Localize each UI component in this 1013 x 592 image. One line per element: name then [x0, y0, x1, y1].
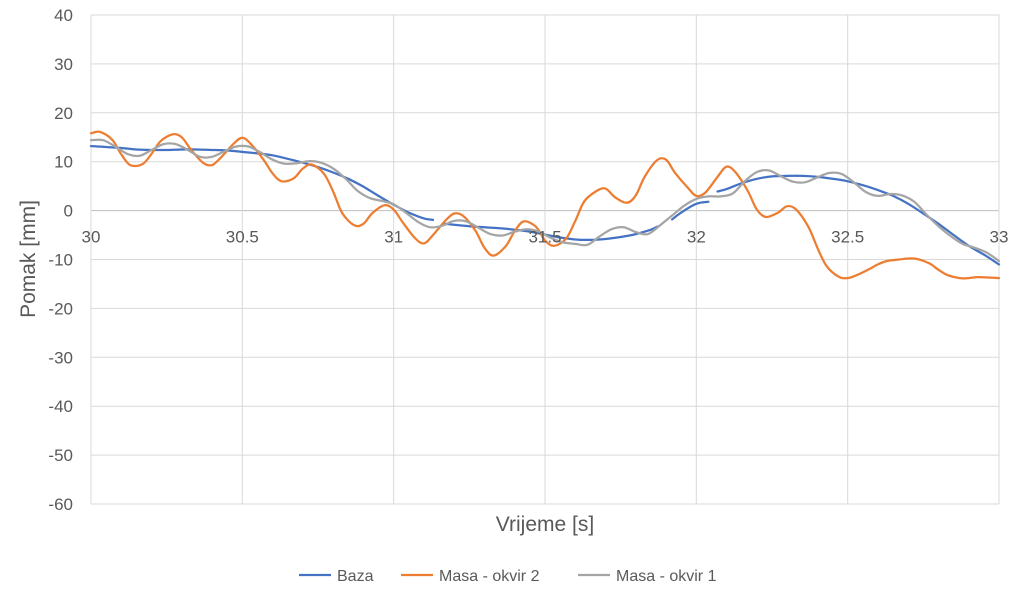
series-line [670, 200, 710, 221]
series-line [716, 174, 1001, 266]
x-tick-label: 31 [384, 228, 403, 247]
legend-item: Masa - okvir 1 [578, 568, 717, 585]
y-tick-label: 0 [64, 202, 73, 221]
x-tick-label: 30.5 [226, 228, 259, 247]
y-tick-label: 10 [54, 153, 73, 172]
series-masa-okvir-2 [89, 130, 1001, 280]
legend-item: Masa - okvir 2 [401, 568, 540, 585]
x-tick-label: 32.5 [831, 228, 864, 247]
x-tick-label: 33 [990, 228, 1009, 247]
legend-label: Masa - okvir 2 [439, 568, 540, 585]
y-tick-label: -30 [48, 348, 73, 367]
y-tick-label: -20 [48, 299, 73, 318]
series-line [89, 138, 1001, 263]
y-tick-label: -10 [48, 251, 73, 270]
series-lines [89, 130, 1001, 280]
y-tick-label: -60 [48, 495, 73, 514]
legend-item: Baza [299, 568, 374, 585]
y-tick-label: 30 [54, 55, 73, 74]
y-tick-label: 40 [54, 6, 73, 25]
y-tick-label: -40 [48, 397, 73, 416]
gridlines [90, 14, 1000, 505]
x-axis-tick-labels: 30 30.5 31 31.5 32 32.5 33 [82, 228, 1009, 247]
series-masa-okvir-1 [89, 138, 1001, 263]
legend-label: Masa - okvir 1 [616, 568, 717, 585]
x-tick-label: 31.5 [528, 228, 561, 247]
legend: Baza Masa - okvir 2 Masa - okvir 1 [299, 568, 717, 585]
x-tick-label: 32 [687, 228, 706, 247]
x-tick-label: 30 [82, 228, 101, 247]
y-axis-title: Pomak [mm] [17, 200, 40, 318]
y-tick-label: -50 [48, 446, 73, 465]
legend-label: Baza [337, 568, 374, 585]
y-axis-tick-labels: 40 30 20 10 0 -10 -20 -30 -40 -50 -60 [48, 6, 73, 514]
y-tick-label: 20 [54, 104, 73, 123]
x-axis-title: Vrijeme [s] [496, 513, 594, 536]
series-line [89, 130, 1001, 280]
